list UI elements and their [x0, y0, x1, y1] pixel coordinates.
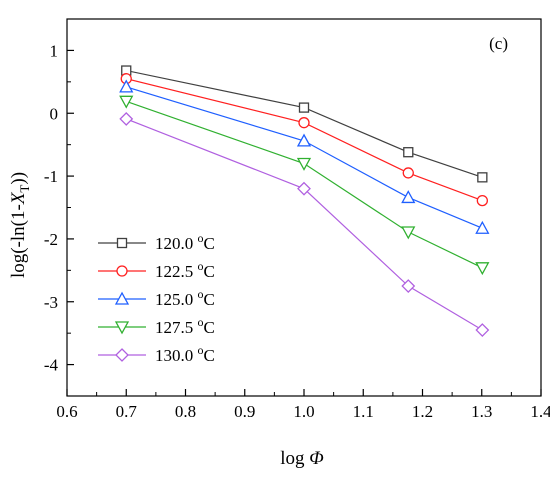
y-axis-title-subscript: T — [17, 185, 32, 193]
data-point — [403, 147, 414, 158]
x-tick-label: 0.9 — [234, 402, 255, 421]
legend-label-unit: C — [204, 318, 215, 337]
data-point — [401, 190, 416, 204]
plot-area: 0.6 0.7 0.8 0.9 1.0 1.1 1.2 1.3 1.4 1 0 -1 -2 -3 -4 120… — [44, 18, 550, 421]
series-line — [126, 86, 483, 229]
series-3 — [119, 79, 490, 234]
x-tick-label: 1.3 — [471, 402, 492, 421]
data-point — [401, 279, 416, 293]
legend-marker — [115, 348, 129, 362]
series-5 — [119, 111, 490, 337]
legend-item: 125.0 oC — [98, 287, 215, 309]
y-tick-label: -4 — [44, 356, 59, 375]
data-point — [402, 167, 414, 179]
legend-marker — [116, 265, 128, 277]
legend-item: 127.5 oC — [98, 315, 215, 337]
data-point — [298, 102, 310, 113]
legend-label-degree: o — [198, 231, 204, 245]
legend-label-unit: C — [204, 290, 215, 309]
x-tick-label: 1.0 — [293, 402, 314, 421]
legend-label-value: 127.5 — [155, 318, 198, 337]
legend-marker — [114, 321, 130, 335]
data-point — [119, 111, 134, 126]
y-axis-title-prefix: log(-ln(1- — [8, 204, 29, 278]
data-point — [296, 133, 312, 147]
legend-item: 130.0 oC — [98, 343, 215, 365]
data-point — [298, 117, 310, 129]
panel-label: (c) — [489, 34, 508, 53]
data-point — [297, 181, 311, 196]
legend-label: 127.5 oC — [155, 315, 215, 337]
legend-item: 122.5 oC — [98, 259, 215, 281]
series-1 — [121, 65, 488, 183]
y-axis-title-suffix: )) — [8, 172, 29, 185]
x-axis-title-symbol: Φ — [309, 448, 323, 469]
data-point — [296, 157, 312, 171]
legend-label-unit: C — [204, 346, 215, 365]
legend-label-degree: o — [198, 287, 204, 301]
x-tick-label: 0.7 — [116, 402, 138, 421]
x-tick-label: 1.2 — [412, 402, 433, 421]
data-point — [476, 194, 488, 207]
x-axis-title: log Φ — [280, 448, 324, 469]
legend-label: 122.5 oC — [155, 259, 215, 281]
series-line — [126, 100, 483, 269]
y-tick-label: 1 — [50, 41, 59, 60]
legend-marker — [116, 237, 128, 249]
x-axis-title-prefix: log — [280, 448, 309, 469]
data-point — [401, 226, 416, 240]
legend-item: 120.0 oC — [98, 231, 215, 253]
series-line — [126, 118, 483, 331]
data-point — [475, 262, 490, 276]
data-point — [119, 95, 134, 109]
x-tick-label: 1.4 — [530, 402, 550, 421]
series-4 — [119, 95, 490, 276]
legend-label-degree: o — [198, 315, 204, 329]
data-point — [475, 323, 490, 337]
legend-label-value: 130.0 — [155, 346, 198, 365]
legend-marker — [114, 291, 130, 305]
legend-label-value: 120.0 — [155, 234, 198, 253]
y-tick-label: 0 — [50, 104, 59, 123]
data-point — [477, 172, 488, 183]
legend-label-unit: C — [204, 234, 215, 253]
series-line — [126, 78, 483, 202]
legend-label-value: 122.5 — [155, 262, 198, 281]
series-line — [126, 69, 483, 178]
data-point — [475, 220, 490, 234]
legend-label: 125.0 oC — [155, 287, 215, 309]
legend-label: 130.0 oC — [155, 343, 215, 365]
legend-label-unit: C — [204, 262, 215, 281]
y-tick-label: -3 — [44, 293, 58, 312]
legend-label-value: 125.0 — [155, 290, 198, 309]
legend-label: 120.0 oC — [155, 231, 215, 253]
x-tick-label: 1.1 — [353, 402, 374, 421]
data-point — [119, 79, 134, 93]
y-axis-title: log(-ln(1-XT)) — [8, 172, 32, 278]
legend-label-degree: o — [198, 259, 204, 273]
legend-label-degree: o — [198, 343, 204, 357]
plot-frame — [66, 18, 542, 397]
y-tick-label: -2 — [44, 230, 58, 249]
x-tick-label: 0.6 — [56, 402, 77, 421]
x-tick-label: 0.8 — [175, 402, 196, 421]
y-axis-title-variable: X — [8, 191, 29, 205]
y-tick-label: -1 — [44, 167, 58, 186]
series-2 — [120, 73, 488, 207]
